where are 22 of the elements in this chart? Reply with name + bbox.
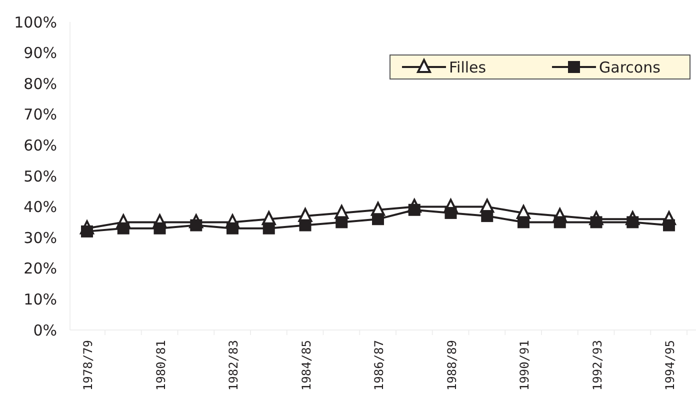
x-tick-label: 1990/91 [518, 340, 532, 391]
x-tick-label: 1982/83 [226, 340, 240, 391]
y-tick-label: 80% [24, 74, 57, 93]
y-tick-label: 90% [24, 44, 57, 62]
y-tick-label: 70% [24, 106, 57, 124]
y-tick-label: 60% [24, 136, 57, 154]
y-tick-label: 0% [33, 321, 57, 340]
x-tick-label: 1994/95 [663, 340, 677, 391]
x-tick-label: 1992/93 [590, 340, 604, 391]
x-tick-label: 1988/89 [444, 340, 459, 391]
x-tick-label: 1986/87 [372, 340, 386, 391]
legend-label: Filles [449, 58, 486, 76]
y-tick-label: 50% [24, 167, 57, 186]
y-tick-label: 30% [24, 228, 57, 247]
y-tick-label: 10% [24, 290, 57, 308]
legend-label: Garcons [599, 58, 661, 76]
y-tick-label: 40% [24, 198, 57, 216]
y-tick-label: 20% [24, 260, 57, 278]
x-tick-label: 1984/85 [299, 340, 314, 391]
y-tick-label: 100% [14, 13, 57, 32]
x-tick-label: 1978/79 [81, 340, 95, 391]
x-tick-label: 1980/81 [154, 340, 168, 391]
